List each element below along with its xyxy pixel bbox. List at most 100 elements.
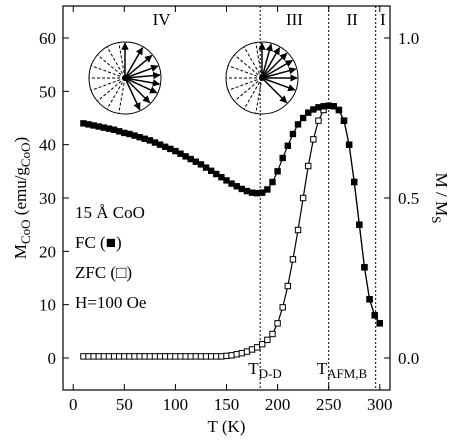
x-tick-label: 250	[316, 395, 342, 414]
data-point	[376, 320, 383, 327]
data-point	[228, 180, 235, 187]
data-point	[187, 155, 194, 163]
transition-label-part: T	[248, 359, 259, 378]
data-point	[248, 189, 256, 196]
spin-dashed	[243, 77, 263, 110]
data-point	[207, 353, 215, 360]
spin-arrow	[261, 47, 281, 79]
data-point	[315, 117, 322, 124]
data-point	[299, 194, 307, 202]
data-point	[121, 353, 128, 360]
data-point	[100, 124, 108, 131]
spin-arrow	[124, 54, 153, 79]
data-point	[223, 352, 230, 360]
data-point	[141, 353, 148, 360]
data-point	[197, 161, 205, 168]
x-tick-label: 50	[116, 395, 133, 414]
x-axis-title: T (K)	[208, 417, 246, 436]
data-point	[90, 353, 97, 360]
data-point	[253, 190, 261, 197]
spin-arrow	[124, 77, 151, 104]
region-label: III	[286, 10, 303, 29]
y-axis-title-sub: CoO	[18, 143, 33, 168]
spin-arrow	[124, 71, 161, 80]
spin-arrow	[261, 43, 273, 79]
data-point	[136, 134, 143, 141]
y-tick-label: 60	[39, 29, 56, 48]
data-point	[284, 282, 292, 290]
data-point	[136, 353, 143, 360]
data-point	[156, 141, 164, 148]
annotation: H=100 Oe	[75, 293, 146, 312]
data-point	[202, 164, 210, 171]
spin-arrow	[261, 77, 288, 104]
data-point	[294, 121, 302, 128]
data-point	[85, 353, 92, 360]
data-point	[351, 178, 358, 186]
y-tick-label: 20	[39, 242, 56, 261]
data-point	[187, 353, 194, 360]
y-axis-title-part: M	[11, 244, 30, 259]
data-point	[223, 177, 230, 184]
data-point	[243, 187, 251, 195]
data-point	[126, 130, 133, 138]
data-point	[330, 103, 337, 110]
data-point	[131, 353, 138, 360]
data-point	[131, 132, 138, 139]
spin-arrow	[124, 64, 159, 79]
data-point	[213, 170, 220, 178]
data-point	[233, 351, 240, 358]
data-point	[167, 145, 174, 153]
y2-axis-title-sub: S	[429, 216, 444, 223]
data-point	[345, 141, 353, 148]
data-point	[192, 158, 200, 165]
y2-axis-title: M / MS	[429, 173, 451, 224]
data-point	[335, 106, 343, 114]
data-point	[310, 106, 317, 113]
y-axis-title-sub: CoO	[18, 219, 33, 244]
spin-dashed	[97, 54, 126, 79]
series-line	[83, 105, 381, 357]
spin-dashed	[91, 77, 126, 91]
x-tick-label: 150	[214, 395, 240, 414]
data-point	[305, 109, 312, 116]
data-point	[161, 143, 169, 151]
data-point	[151, 139, 159, 146]
spin-arrow	[124, 77, 141, 111]
annotation: ZFC (□)	[75, 263, 132, 282]
data-point	[259, 189, 266, 196]
plot-frame	[62, 5, 391, 391]
region-label: IV	[153, 10, 172, 29]
data-point	[279, 304, 286, 311]
data-point	[340, 117, 348, 124]
spin-center	[122, 75, 128, 81]
spin-dashed	[255, 42, 263, 79]
data-point	[228, 352, 235, 359]
data-point	[172, 147, 179, 155]
data-point	[289, 130, 297, 138]
y2-axis-title-part: M / M	[432, 173, 451, 216]
spin-arrow	[124, 77, 161, 87]
data-point	[259, 340, 266, 348]
data-point	[218, 174, 225, 181]
y2-tick-label: 0.0	[398, 349, 419, 368]
data-point	[361, 264, 368, 271]
spin-dashed	[91, 65, 126, 79]
data-point	[248, 346, 256, 353]
spin-dashed	[243, 46, 263, 79]
data-point	[95, 353, 102, 360]
annotation: 15 Å CoO	[75, 203, 145, 222]
spin-dashed	[106, 77, 126, 110]
data-point	[105, 125, 113, 132]
data-point	[202, 353, 210, 360]
data-point	[371, 312, 378, 319]
spin-dashed	[234, 77, 263, 102]
data-point	[116, 128, 123, 135]
data-point	[177, 353, 184, 360]
data-point	[315, 104, 322, 111]
data-point	[356, 221, 363, 228]
data-point	[85, 121, 92, 128]
data-point	[121, 129, 128, 137]
data-point	[305, 162, 312, 170]
